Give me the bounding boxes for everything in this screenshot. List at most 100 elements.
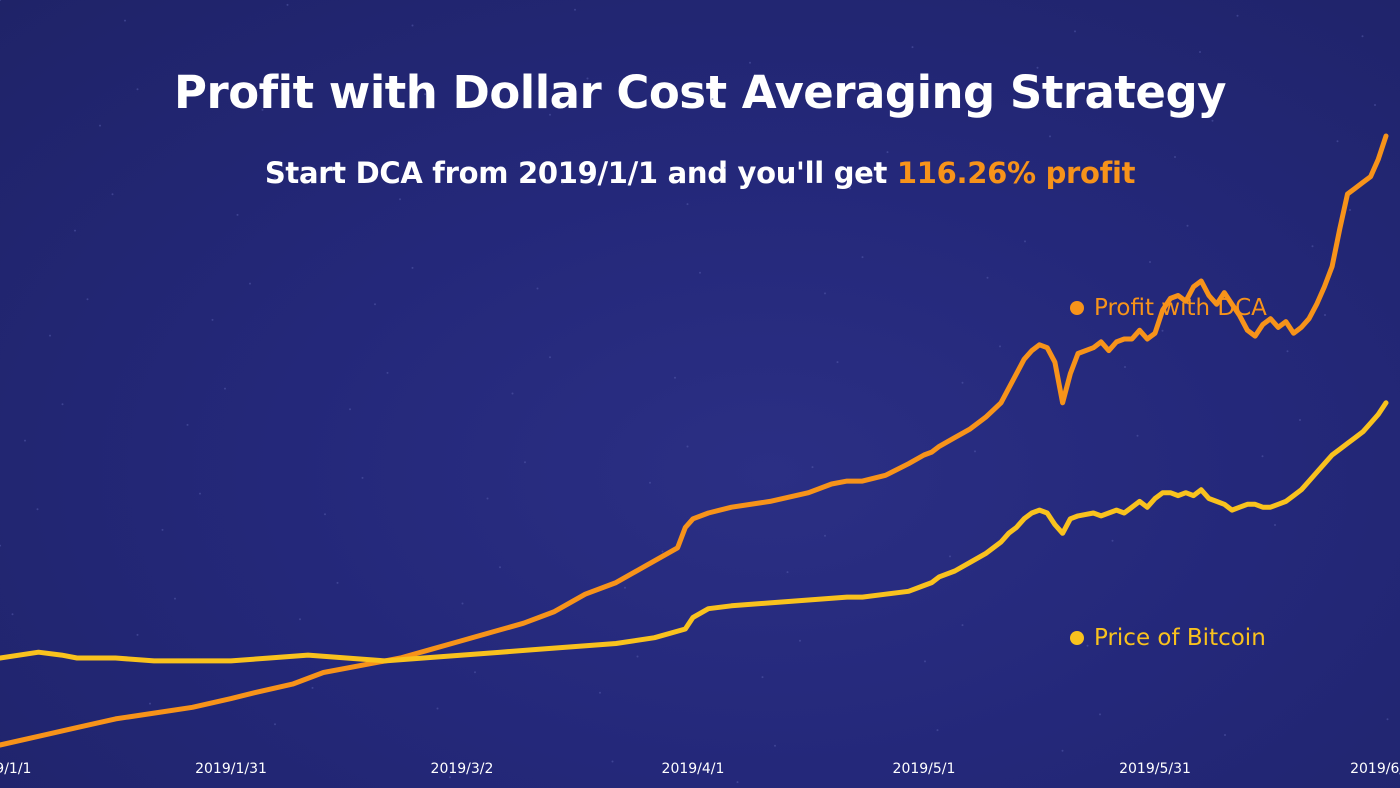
star-dot <box>436 707 439 710</box>
legend-item-price-of-bitcoin: Price of Bitcoin <box>1070 625 1266 651</box>
star-dot <box>149 702 151 705</box>
star-dot <box>736 781 739 784</box>
star-dot <box>361 476 364 479</box>
star-dot <box>74 229 76 232</box>
star-dot <box>161 528 164 531</box>
star-dot <box>911 46 914 49</box>
star-dot <box>349 408 351 411</box>
star-dot <box>1061 749 1064 752</box>
star-dot <box>836 361 839 364</box>
star-dot <box>1136 434 1139 437</box>
star-dot <box>286 3 289 6</box>
star-dot <box>1074 30 1076 33</box>
star-dot <box>1161 329 1164 332</box>
star-dot <box>486 497 489 500</box>
star-dot <box>699 271 701 274</box>
star-dot <box>986 276 989 279</box>
star-dot <box>624 586 626 589</box>
star-dot <box>824 292 826 295</box>
x-tick-label: 2019/5/31 <box>1119 761 1191 777</box>
star-dot <box>961 624 964 627</box>
chart-subtitle: Start DCA from 2019/1/1 and you'll get 1… <box>0 156 1400 190</box>
star-dot <box>586 77 589 80</box>
star-dot <box>1274 524 1276 526</box>
star-dot <box>274 723 276 726</box>
series-lines <box>0 133 1389 748</box>
star-dot <box>886 151 889 154</box>
star-dot <box>86 298 89 301</box>
star-dot <box>174 597 176 600</box>
star-dot <box>1099 713 1101 716</box>
star-dot <box>686 203 689 206</box>
star-dot <box>11 613 14 616</box>
star-dot <box>424 93 426 96</box>
star-dot <box>136 88 139 91</box>
star-dot <box>574 8 576 11</box>
star-dot <box>1049 135 1051 138</box>
star-dot <box>999 345 1001 348</box>
star-dot <box>1174 156 1176 158</box>
star-dot <box>1236 14 1239 17</box>
star-dot <box>311 686 314 689</box>
star-dot <box>1186 224 1189 227</box>
star-dot <box>649 481 651 484</box>
star-dot <box>336 581 339 584</box>
star-dot <box>774 744 776 747</box>
star-dot <box>811 466 814 469</box>
star-dot <box>274 177 276 180</box>
star-dot <box>324 513 326 516</box>
star-dot <box>186 423 189 426</box>
star-dot <box>861 256 864 259</box>
star-dot <box>24 439 26 442</box>
star-dot <box>1324 314 1326 316</box>
star-dot <box>474 671 476 674</box>
star-dot <box>399 198 401 201</box>
star-dot <box>1249 629 1251 631</box>
star-dot <box>1374 104 1376 106</box>
star-dot <box>949 555 951 558</box>
star-dot <box>261 108 264 111</box>
star-dot <box>411 24 414 27</box>
star-dot <box>711 98 714 101</box>
star-dot <box>924 660 926 663</box>
star-dot <box>549 356 551 359</box>
star-dot <box>0 544 1 547</box>
x-tick-label: 2019/6/30 <box>1350 761 1400 777</box>
star-dot <box>874 82 876 85</box>
star-dot <box>1261 455 1264 458</box>
star-dot <box>799 639 801 642</box>
star-dot <box>99 124 101 127</box>
legend-label-dca: Profit with DCA <box>1094 295 1267 321</box>
x-tick-label: 2019/1/31 <box>195 761 267 777</box>
star-dot <box>561 182 564 185</box>
star-dot <box>499 566 501 569</box>
star-dot <box>61 403 64 406</box>
star-dot <box>1011 171 1014 174</box>
x-tick-label: 2019/3/2 <box>431 761 494 777</box>
star-dot <box>661 550 664 553</box>
chart-title: Profit with Dollar Cost Averaging Strate… <box>174 66 1226 119</box>
star-dot <box>449 776 451 779</box>
star-dot <box>0 0 1 1</box>
star-dot <box>199 492 201 495</box>
star-dot <box>124 19 126 22</box>
legend-label-btc: Price of Bitcoin <box>1094 625 1266 651</box>
star-dot <box>749 61 751 64</box>
star-dot <box>536 287 539 290</box>
star-dot <box>1386 718 1389 721</box>
series-line-btc <box>0 400 1389 664</box>
star-dot <box>299 618 301 621</box>
star-dot <box>636 655 639 658</box>
star-dot <box>1199 51 1201 53</box>
star-dot <box>386 371 389 374</box>
star-dot <box>1299 419 1301 421</box>
star-dot <box>1336 140 1339 143</box>
star-dot <box>136 633 139 636</box>
star-dot <box>249 282 251 285</box>
star-dot <box>961 381 964 384</box>
star-dot <box>674 376 676 379</box>
star-dot <box>511 392 514 395</box>
star-dot <box>686 445 689 448</box>
